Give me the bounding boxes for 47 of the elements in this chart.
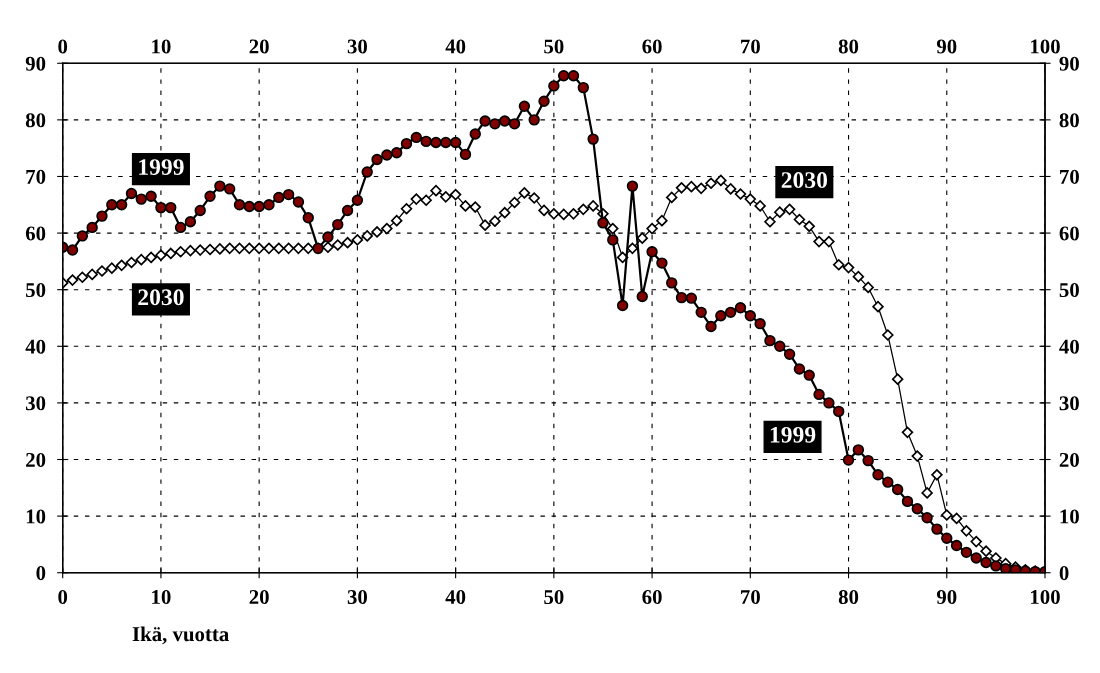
x-tick-label: 0 [58, 39, 68, 54]
y2-tick-label: 40 [1059, 339, 1079, 354]
y-tick-label: 90 [25, 56, 46, 71]
x2-tick-label: 40 [445, 589, 466, 605]
x-tick-label: 80 [838, 39, 859, 54]
x-tick-label: 40 [445, 39, 466, 54]
y2-tick-label: 80 [1059, 113, 1079, 128]
text: 1999 [770, 426, 816, 443]
x-tick-label: 100 [1031, 39, 1060, 54]
x-axis-title: Ikä, vuotta [132, 626, 229, 645]
x-tick-label: 90 [936, 39, 957, 54]
x2-tick-label: 30 [347, 589, 368, 605]
x-tick-label: 50 [544, 39, 564, 54]
y2-tick-label: 70 [1060, 169, 1079, 184]
x2-tick-label: 90 [936, 589, 957, 605]
x2-tick-label: 80 [838, 589, 859, 605]
x-tick-label: 10 [152, 39, 171, 54]
x-tick-label: 60 [642, 39, 662, 54]
y-tick-label: 40 [25, 339, 46, 354]
y2-tick-label: 20 [1059, 452, 1079, 467]
y-tick-label: 60 [25, 226, 46, 241]
y2-tick-label: 90 [1059, 56, 1079, 71]
y2-tick-label: 50 [1059, 283, 1079, 298]
x2-tick-label: 60 [642, 589, 662, 605]
x2-tick-label: 100 [1031, 589, 1060, 605]
x2-tick-label: 10 [152, 589, 171, 605]
y2-tick-label: 60 [1059, 226, 1079, 241]
y-tick-label: 50 [26, 283, 46, 298]
y-tick-label: 10 [26, 509, 46, 524]
y-tick-label: 80 [25, 113, 46, 128]
y2-tick-label: 30 [1059, 396, 1079, 411]
y2-tick-label: 10 [1060, 509, 1079, 524]
y2-tick-label: 0 [1059, 566, 1069, 581]
x2-tick-label: 50 [544, 589, 564, 605]
text: 2030 [138, 289, 184, 306]
y-tick-label: 0 [36, 566, 46, 581]
y-tick-label: 20 [26, 452, 46, 467]
x-tick-label: 30 [347, 39, 368, 54]
x-tick-label: 70 [741, 39, 760, 54]
series-label: 2030 [781, 172, 828, 189]
series-label: 1999 [139, 159, 184, 176]
y-tick-label: 30 [25, 396, 46, 411]
x2-tick-label: 0 [58, 589, 68, 605]
x2-tick-label: 70 [741, 589, 760, 605]
x-tick-label: 20 [249, 39, 269, 54]
y-tick-label: 70 [26, 169, 46, 184]
x2-tick-label: 20 [249, 589, 269, 605]
